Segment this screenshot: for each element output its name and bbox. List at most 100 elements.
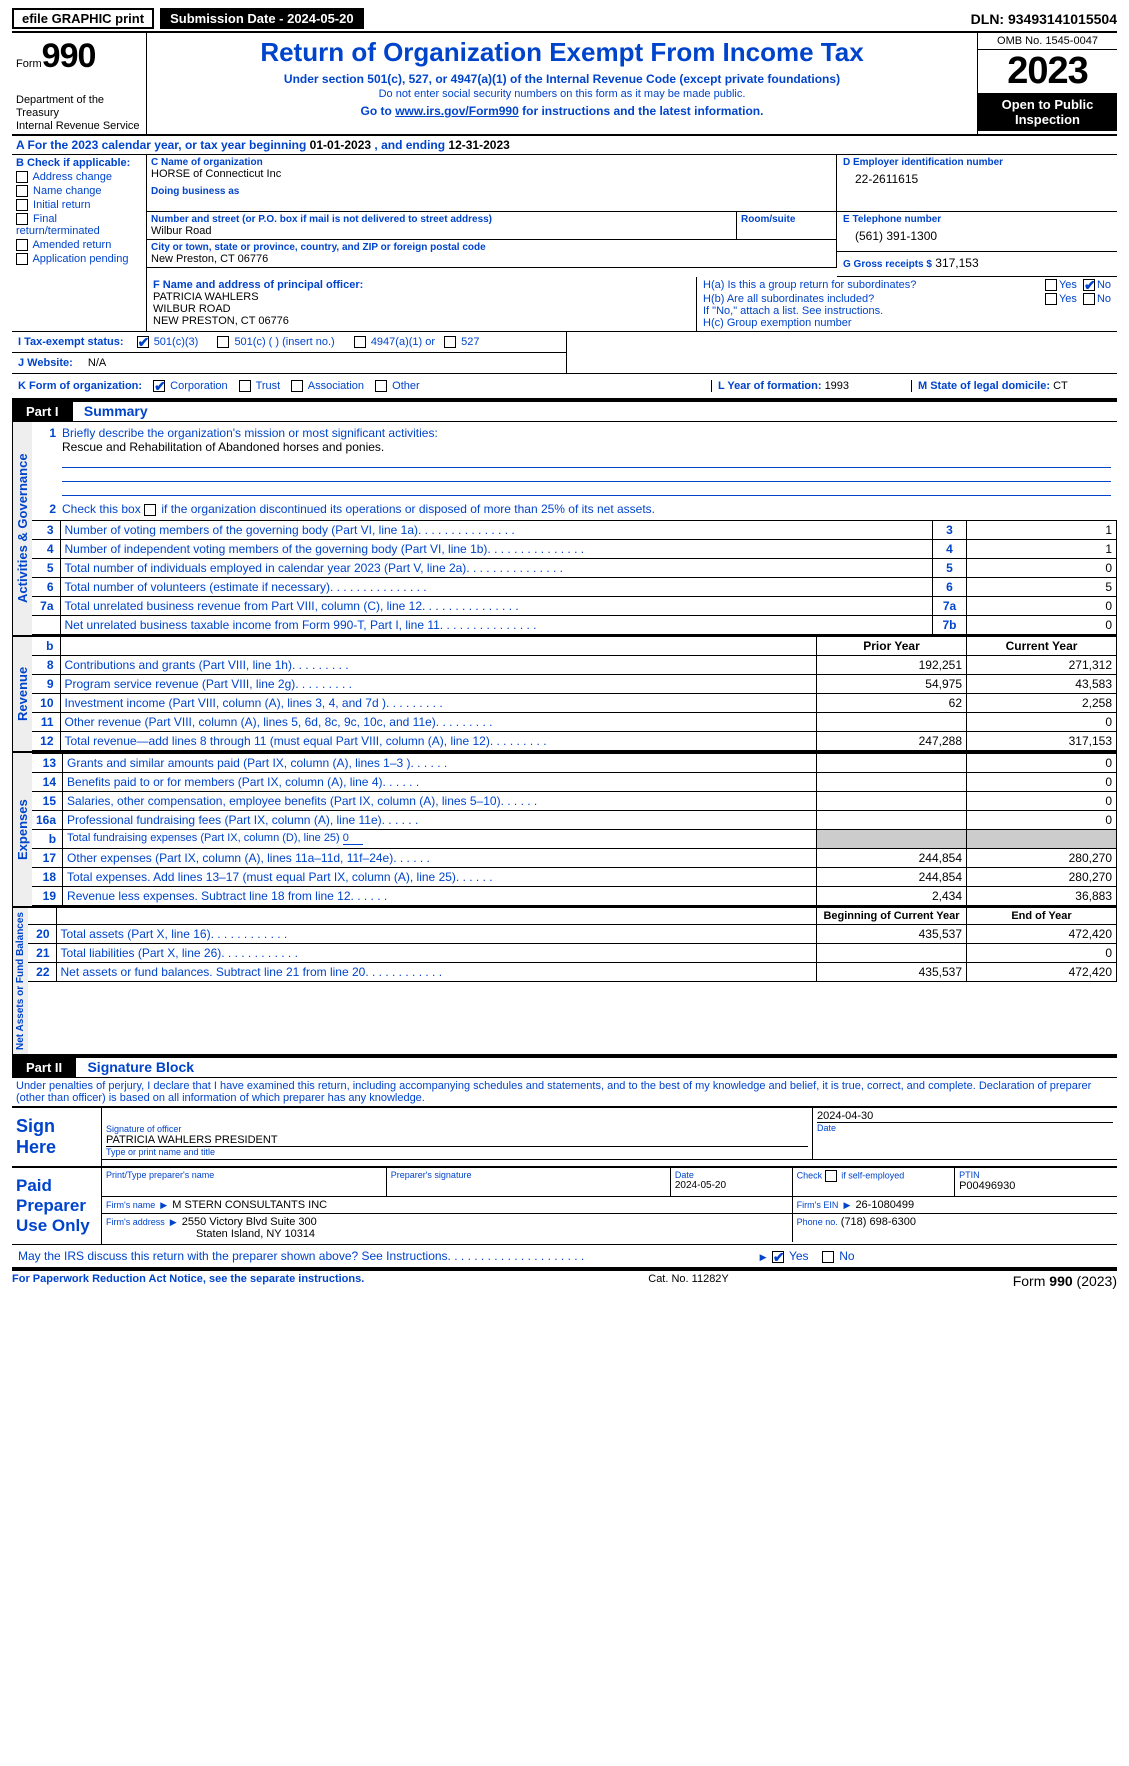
tax-period: A For the 2023 calendar year, or tax yea… — [12, 136, 1117, 155]
hb-label: H(b) Are all subordinates included? — [703, 293, 1045, 305]
hc-label: H(c) Group exemption number — [703, 317, 1111, 329]
ptin-label: PTIN — [959, 1170, 1113, 1180]
part1-title: Summary — [84, 403, 148, 419]
l2-checkbox[interactable] — [144, 504, 156, 516]
tel-value: (561) 391-1300 — [843, 225, 1111, 251]
perjury-declaration: Under penalties of perjury, I declare th… — [12, 1078, 1117, 1106]
entity-block: B Check if applicable: Address change Na… — [12, 155, 1117, 400]
box-b-label: B Check if applicable: — [16, 157, 142, 169]
l1-text: Rescue and Rehabilitation of Abandoned h… — [62, 440, 1111, 454]
vtab-netassets: Net Assets or Fund Balances — [12, 908, 28, 1054]
efile-graphic-print-button[interactable]: efile GRAPHIC print — [12, 8, 154, 29]
hb-no-checkbox[interactable] — [1083, 293, 1095, 305]
assoc-checkbox[interactable] — [291, 380, 303, 392]
prep-date: 2024-05-20 — [675, 1180, 788, 1191]
sign-here-label: Sign Here — [12, 1108, 102, 1166]
boxb-checkbox[interactable] — [16, 239, 28, 251]
irs-link[interactable]: www.irs.gov/Form990 — [395, 104, 519, 118]
org-name-label: C Name of organization — [151, 157, 832, 168]
state-domicile-label: M State of legal domicile: — [918, 380, 1053, 392]
pra-notice: For Paperwork Reduction Act Notice, see … — [12, 1273, 364, 1289]
go-prefix: Go to — [361, 104, 396, 118]
ha-no-checkbox[interactable] — [1083, 279, 1095, 291]
boxb-checkbox[interactable] — [16, 213, 28, 225]
boxb-checkbox[interactable] — [16, 185, 28, 197]
firm-addr1: 2550 Victory Blvd Suite 300 — [182, 1216, 317, 1228]
form-prefix: Form — [16, 58, 42, 70]
part2-title: Signature Block — [87, 1059, 194, 1075]
revenue-table: b Prior Year Current Year 8Contributions… — [32, 637, 1117, 751]
hb-note: If "No," attach a list. See instructions… — [703, 305, 1111, 317]
officer-name: PATRICIA WAHLERS — [153, 291, 690, 303]
form-title: Return of Organization Exempt From Incom… — [155, 37, 969, 68]
officer-signature: PATRICIA WAHLERS PRESIDENT — [106, 1134, 808, 1146]
gross-label: G Gross receipts $ — [843, 259, 932, 270]
form-ssn-note: Do not enter social security numbers on … — [155, 88, 969, 100]
other-checkbox[interactable] — [375, 380, 387, 392]
city-label: City or town, state or province, country… — [151, 242, 832, 253]
prior-year-header: Prior Year — [817, 637, 967, 656]
expenses-table: 13Grants and similar amounts paid (Part … — [32, 753, 1117, 906]
dept-treasury: Department of the Treasury Internal Reve… — [16, 94, 142, 134]
trust-checkbox[interactable] — [239, 380, 251, 392]
part2-tag: Part II — [12, 1058, 76, 1077]
firm-phone: (718) 698-6300 — [841, 1216, 916, 1228]
tel-label: E Telephone number — [843, 214, 1111, 225]
current-year-header: Current Year — [967, 637, 1117, 656]
s527-checkbox[interactable] — [444, 336, 456, 348]
corp-checkbox[interactable] — [153, 380, 165, 392]
ha-yes-checkbox[interactable] — [1045, 279, 1057, 291]
paid-preparer-label: Paid Preparer Use Only — [12, 1168, 102, 1244]
submission-date-button[interactable]: Submission Date - 2024-05-20 — [160, 8, 364, 29]
vtab-governance: Activities & Governance — [12, 422, 32, 635]
discuss-label: May the IRS discuss this return with the… — [18, 1249, 451, 1263]
open-inspection: Open to Public Inspection — [978, 93, 1117, 131]
boxb-checkbox[interactable] — [16, 199, 28, 211]
vtab-revenue: Revenue — [12, 637, 32, 751]
year-formation-label: L Year of formation: — [718, 380, 825, 392]
taxexempt-label: I Tax-exempt status: — [18, 336, 124, 348]
l1-label: Briefly describe the organization's miss… — [62, 426, 438, 440]
discuss-yes-checkbox[interactable] — [772, 1251, 784, 1263]
ha-label: H(a) Is this a group return for subordin… — [703, 279, 1045, 291]
officer-street: WILBUR ROAD — [153, 303, 690, 315]
go-suffix: for instructions and the latest informat… — [519, 104, 764, 118]
a1-checkbox[interactable] — [354, 336, 366, 348]
governance-table: 3Number of voting members of the governi… — [32, 520, 1117, 635]
room-label: Room/suite — [741, 214, 832, 225]
sig-date: 2024-04-30 — [817, 1110, 1113, 1122]
prep-sig-label: Preparer's signature — [391, 1170, 666, 1180]
form-header: Form990 Department of the Treasury Inter… — [12, 33, 1117, 136]
dba-value — [151, 197, 832, 209]
gross-value: 317,153 — [935, 256, 978, 270]
tax-year: 2023 — [978, 50, 1117, 93]
street-value: Wilbur Road — [151, 225, 732, 237]
cat-no: Cat. No. 11282Y — [648, 1273, 729, 1289]
page-footer: For Paperwork Reduction Act Notice, see … — [12, 1269, 1117, 1289]
ein-label: D Employer identification number — [843, 157, 1111, 168]
c3-checkbox[interactable] — [137, 336, 149, 348]
boxb-checkbox[interactable] — [16, 253, 28, 265]
form-org-label: K Form of organization: — [18, 380, 142, 392]
hb-yes-checkbox[interactable] — [1045, 293, 1057, 305]
officer-label: F Name and address of principal officer: — [153, 279, 690, 291]
part1-tag: Part I — [12, 402, 73, 421]
city-value: New Preston, CT 06776 — [151, 253, 832, 265]
sig-date-label: Date — [817, 1122, 1113, 1133]
org-name: HORSE of Connecticut Inc — [151, 168, 832, 180]
self-employed-checkbox[interactable] — [825, 1170, 837, 1182]
top-bar: efile GRAPHIC print Submission Date - 20… — [12, 8, 1117, 33]
prep-name-label: Print/Type preparer's name — [106, 1170, 382, 1180]
firm-addr2: Staten Island, NY 10314 — [196, 1228, 315, 1240]
firm-ein: 26-1080499 — [855, 1199, 914, 1211]
end-year-header: End of Year — [967, 908, 1117, 925]
form-number: 990 — [42, 37, 96, 75]
discuss-no-checkbox[interactable] — [822, 1251, 834, 1263]
boxb-checkbox[interactable] — [16, 171, 28, 183]
sig-officer-label: Signature of officer — [106, 1124, 808, 1134]
firm-name: M STERN CONSULTANTS INC — [172, 1199, 327, 1211]
street-label: Number and street (or P.O. box if mail i… — [151, 214, 732, 225]
dln-label: DLN: 93493141015504 — [971, 11, 1117, 27]
c-checkbox[interactable] — [217, 336, 229, 348]
netassets-table: Beginning of Current Year End of Year 20… — [28, 908, 1117, 982]
